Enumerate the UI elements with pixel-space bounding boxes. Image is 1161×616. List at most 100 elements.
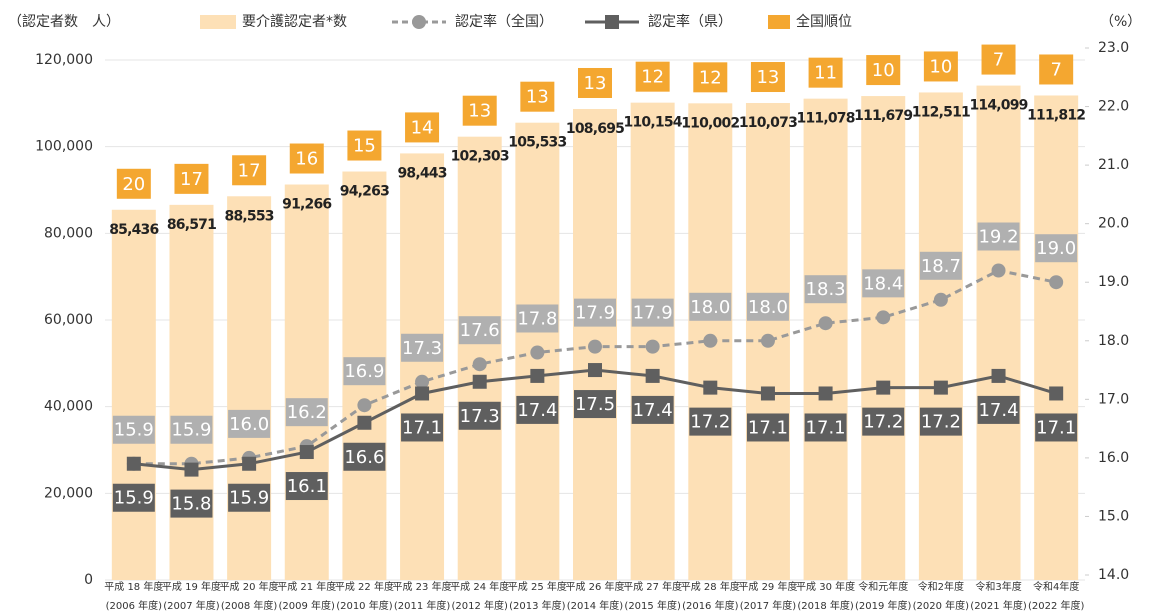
x-tick-label: (2009 年度) bbox=[279, 599, 336, 612]
x-tick-label: 平成 21 年度 bbox=[277, 580, 336, 593]
x-tick-label: (2011 年度) bbox=[394, 599, 451, 612]
value-label-box bbox=[574, 298, 616, 327]
x-tick-label: 平成 29 年度 bbox=[738, 580, 797, 593]
value-label: 17.3 bbox=[402, 338, 442, 359]
value-label: 19.2 bbox=[978, 227, 1018, 248]
value-label: 16.0 bbox=[229, 414, 269, 435]
y2-tick-label: 21.0 bbox=[1098, 157, 1129, 173]
marker bbox=[472, 357, 487, 372]
rank-label: 7 bbox=[993, 50, 1004, 71]
marker bbox=[991, 263, 1006, 278]
y-tick-label: 0 bbox=[84, 572, 93, 588]
marker bbox=[1049, 386, 1064, 401]
value-label: 15.9 bbox=[171, 420, 211, 441]
bar-value-label: 110,002 bbox=[681, 115, 739, 131]
x-tick-label: 令和3年度 bbox=[975, 580, 1021, 593]
y2-tick-label: 19.0 bbox=[1098, 274, 1129, 290]
rank-label: 7 bbox=[1050, 59, 1061, 80]
rank-label: 12 bbox=[699, 67, 722, 88]
y2-tick-label: 23.0 bbox=[1098, 40, 1129, 56]
bar bbox=[918, 92, 963, 580]
value-label-box bbox=[228, 409, 271, 438]
rank-label: 20 bbox=[122, 174, 145, 195]
bar-value-label: 108,695 bbox=[566, 121, 624, 137]
bar-value-label: 110,073 bbox=[739, 115, 797, 131]
x-tick-label: (2017 年度) bbox=[740, 599, 797, 612]
value-label-box bbox=[862, 269, 905, 298]
marker bbox=[299, 445, 314, 460]
value-label-box bbox=[574, 390, 616, 419]
legend-swatch bbox=[768, 15, 790, 29]
rank-label: 12 bbox=[641, 67, 664, 88]
value-label: 17.1 bbox=[1036, 417, 1076, 438]
rank-label: 13 bbox=[526, 87, 549, 108]
value-label: 15.8 bbox=[171, 494, 211, 515]
x-tick-label: 令和4年度 bbox=[1033, 580, 1079, 593]
rank-box bbox=[520, 81, 555, 112]
marker bbox=[933, 292, 948, 307]
bar-value-label: 112,511 bbox=[912, 104, 970, 120]
rank-box bbox=[693, 62, 728, 93]
x-tick-label: (2012 年度) bbox=[451, 599, 508, 612]
marker bbox=[242, 456, 257, 471]
x-tick-label: (2022 年度) bbox=[1028, 599, 1085, 612]
x-tick-label: (2019 年度) bbox=[855, 599, 912, 612]
value-label: 17.1 bbox=[806, 417, 846, 438]
x-tick-label: (2010 年度) bbox=[336, 599, 393, 612]
rank-label: 13 bbox=[756, 67, 779, 88]
value-label-box bbox=[631, 298, 674, 327]
bar-value-label: 110,154 bbox=[624, 115, 683, 131]
marker bbox=[415, 386, 430, 401]
value-label-box bbox=[919, 251, 962, 280]
marker bbox=[1049, 275, 1064, 290]
value-label: 17.5 bbox=[575, 394, 615, 415]
value-label-box bbox=[343, 442, 386, 471]
x-tick-label: (2020 年度) bbox=[913, 599, 970, 612]
value-label: 17.3 bbox=[460, 406, 500, 427]
marker bbox=[876, 380, 891, 395]
rank-label: 13 bbox=[584, 73, 607, 94]
bar bbox=[400, 153, 445, 580]
rank-box bbox=[174, 163, 209, 194]
value-label-box bbox=[343, 357, 386, 386]
y2-axis-label: （%） bbox=[1100, 14, 1141, 30]
value-label-box bbox=[862, 407, 905, 436]
value-label-box bbox=[516, 395, 559, 424]
x-tick-label: 平成 24 年度 bbox=[450, 580, 509, 593]
value-label-box bbox=[977, 222, 1020, 251]
x-tick-label: (2021 年度) bbox=[970, 599, 1027, 612]
x-tick-label: (2018 年度) bbox=[797, 599, 854, 612]
y2-tick-label: 14.0 bbox=[1098, 567, 1129, 583]
value-label: 17.9 bbox=[633, 303, 673, 324]
value-label-box bbox=[1035, 234, 1078, 263]
value-label-box bbox=[112, 415, 155, 444]
bar-value-label: 98,443 bbox=[397, 165, 446, 181]
value-label: 16.6 bbox=[344, 447, 384, 468]
bar-value-label: 114,099 bbox=[969, 98, 1027, 114]
marker bbox=[588, 339, 602, 354]
rank-label: 14 bbox=[411, 117, 434, 138]
value-label-box bbox=[401, 333, 444, 362]
y2-tick-label: 16.0 bbox=[1098, 450, 1129, 466]
bar-value-label: 111,812 bbox=[1027, 107, 1085, 123]
value-label-box bbox=[170, 489, 213, 518]
legend-label: 認定率（全国） bbox=[455, 13, 553, 30]
rank-box bbox=[1039, 54, 1074, 85]
legend-label: 認定率（県） bbox=[648, 13, 732, 30]
x-tick-label: (2008 年度) bbox=[221, 599, 278, 612]
value-label: 19.0 bbox=[1036, 238, 1076, 259]
marker bbox=[357, 415, 372, 430]
rank-box bbox=[462, 95, 497, 126]
x-tick-label: (2007 年度) bbox=[163, 599, 220, 612]
value-label: 17.8 bbox=[517, 308, 557, 329]
bar-value-label: 94,263 bbox=[340, 184, 389, 200]
rank-box bbox=[347, 130, 382, 161]
value-label: 15.9 bbox=[114, 488, 154, 509]
value-label: 16.1 bbox=[287, 476, 327, 497]
value-label-box bbox=[285, 398, 328, 427]
value-label: 18.3 bbox=[806, 279, 846, 300]
rank-label: 10 bbox=[929, 56, 952, 77]
marker bbox=[876, 310, 891, 325]
legend-marker bbox=[412, 15, 426, 29]
